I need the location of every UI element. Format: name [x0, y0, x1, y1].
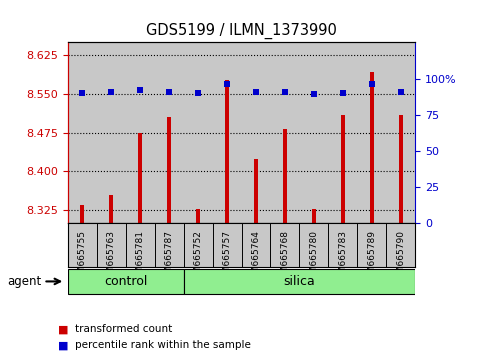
Bar	[370, 73, 374, 223]
Text: ■: ■	[58, 340, 69, 350]
Bar	[196, 209, 200, 223]
Bar	[213, 42, 242, 223]
Bar	[283, 129, 287, 223]
Text: percentile rank within the sample: percentile rank within the sample	[75, 340, 251, 350]
Text: GSM665787: GSM665787	[165, 230, 173, 285]
Bar	[242, 42, 270, 223]
Text: transformed count: transformed count	[75, 324, 172, 334]
FancyBboxPatch shape	[184, 269, 415, 294]
Bar	[126, 42, 155, 223]
Text: control: control	[104, 275, 147, 288]
Text: GSM665752: GSM665752	[194, 230, 202, 285]
Bar	[254, 159, 258, 223]
Text: silica: silica	[284, 275, 315, 288]
Text: GSM665781: GSM665781	[136, 230, 144, 285]
Text: GSM665780: GSM665780	[310, 230, 318, 285]
Text: GSM665790: GSM665790	[397, 230, 405, 285]
Bar	[386, 42, 415, 223]
Text: GDS5199 / ILMN_1373990: GDS5199 / ILMN_1373990	[146, 23, 337, 39]
Bar	[299, 42, 328, 223]
Bar	[341, 115, 345, 223]
Text: GSM665755: GSM665755	[78, 230, 86, 285]
Bar	[225, 80, 229, 223]
Bar	[399, 115, 403, 223]
Text: ■: ■	[58, 324, 69, 334]
Bar	[357, 42, 386, 223]
Bar	[328, 42, 357, 223]
Text: GSM665757: GSM665757	[223, 230, 231, 285]
Text: GSM665783: GSM665783	[339, 230, 347, 285]
Bar	[312, 209, 316, 223]
Bar	[109, 195, 113, 223]
Bar	[155, 42, 184, 223]
Text: GSM665763: GSM665763	[107, 230, 115, 285]
Text: GSM665764: GSM665764	[252, 230, 260, 285]
Text: agent: agent	[7, 275, 42, 288]
Bar	[184, 42, 213, 223]
Bar	[138, 133, 142, 223]
Text: GSM665789: GSM665789	[368, 230, 376, 285]
Bar	[80, 205, 84, 223]
Bar	[167, 117, 171, 223]
Bar	[97, 42, 126, 223]
Text: GSM665768: GSM665768	[281, 230, 289, 285]
FancyBboxPatch shape	[68, 269, 184, 294]
Bar	[270, 42, 299, 223]
Bar	[68, 42, 97, 223]
